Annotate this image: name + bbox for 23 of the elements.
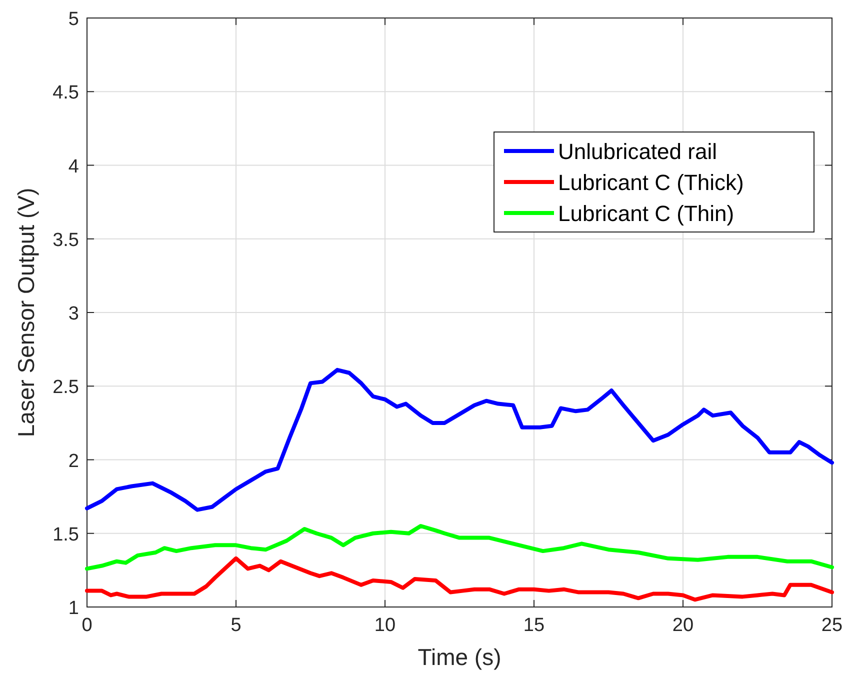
y-tick-label: 3.5 <box>52 230 79 251</box>
y-tick-label: 5 <box>68 9 79 30</box>
x-tick-label: 15 <box>523 615 545 636</box>
legend-label: Lubricant C (Thick) <box>558 170 744 195</box>
line-series <box>85 524 834 571</box>
line-series <box>85 368 834 512</box>
x-tick-label: 20 <box>672 615 694 636</box>
y-tick-label: 1.5 <box>52 524 79 546</box>
y-tick-label: 3 <box>68 304 79 324</box>
x-axis-title: Time (s) <box>418 644 502 670</box>
y-tick-label: 2 <box>68 450 79 472</box>
x-tick-label: 25 <box>821 615 843 636</box>
line-series <box>85 556 834 602</box>
y-tick-label: 2.5 <box>52 377 79 398</box>
x-tick-label: 0 <box>82 615 92 636</box>
y-tick-label: 1 <box>68 598 79 619</box>
x-tick-label: 5 <box>230 615 242 636</box>
legend-label: Unlubricated rail <box>558 139 717 164</box>
x-tick-label: 10 <box>374 615 396 636</box>
y-tick-label: 4.5 <box>52 82 79 104</box>
y-axis-title: Laser Sensor Output (V) <box>13 188 39 438</box>
legend-label: Lubricant C (Thin) <box>558 201 734 226</box>
y-tick-label: 4 <box>68 156 80 178</box>
